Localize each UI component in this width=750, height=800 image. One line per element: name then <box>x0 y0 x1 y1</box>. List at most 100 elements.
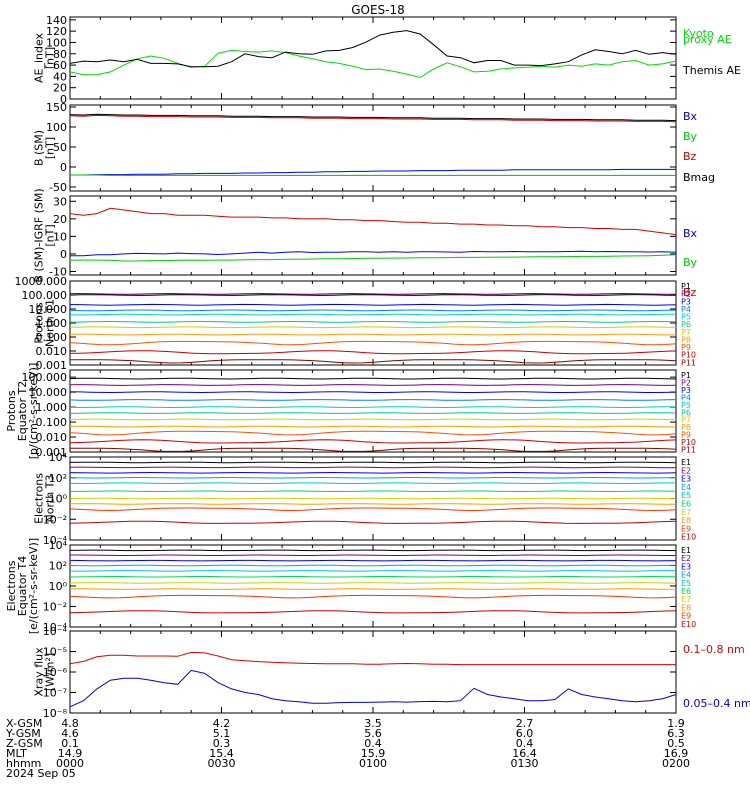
legend-label: E1 <box>681 458 691 467</box>
legend-label: E10 <box>681 620 696 629</box>
channel-line <box>69 507 677 512</box>
legend-label: E2 <box>681 466 691 475</box>
y-tick-label: 120 <box>46 25 67 38</box>
channel-line <box>69 292 677 295</box>
legend-label: Bz <box>683 286 697 299</box>
y-axis-label: [nT] <box>44 224 57 246</box>
y-tick-label: 140 <box>46 14 67 27</box>
table-value: 0.3 <box>213 737 231 750</box>
channel-line <box>70 554 676 556</box>
y-tick-label: -10 <box>49 265 67 278</box>
y-tick-label: 10⁻⁷ <box>43 687 67 700</box>
y-tick-label: 80 <box>53 48 67 61</box>
legend-label: P10 <box>681 351 696 360</box>
table-value: 15.9 <box>361 747 386 760</box>
table-value: 2.7 <box>516 717 534 730</box>
legend-label: E8 <box>681 516 691 525</box>
panel-frame <box>69 544 677 628</box>
channel-line <box>69 594 677 599</box>
y-axis-label: [p/(cm²-s-sr-keV)] <box>27 363 40 460</box>
panel-frame <box>69 369 677 453</box>
legend-label: 0.05–0.4 nm <box>683 697 750 710</box>
y-tick-label: 0 <box>60 161 67 174</box>
y-axis-label: B (SM)-IGRF (SM) <box>33 188 46 282</box>
channel-line <box>69 391 677 394</box>
channel-line <box>69 350 677 355</box>
y-tick-label: 0.001 <box>36 446 68 459</box>
legend-label: E3 <box>681 562 691 571</box>
table-value: 5.1 <box>213 727 231 740</box>
legend-label: P9 <box>681 431 691 440</box>
y-tick-label: 150 <box>46 101 67 114</box>
y-axis-label: North T1 <box>44 299 57 347</box>
y-tick-label: 0.010 <box>36 345 68 358</box>
legend-label: E9 <box>681 524 691 533</box>
legend-label: proxy AE <box>683 33 732 46</box>
table-value: 0100 <box>359 757 387 770</box>
table-value: 0.5 <box>667 737 685 750</box>
channel-line <box>70 447 677 452</box>
channel-line <box>69 294 677 296</box>
chart-title: GOES-18 <box>351 3 405 17</box>
channel-line <box>69 466 677 469</box>
series-line <box>70 250 677 257</box>
channel-line <box>69 482 676 485</box>
channel-line <box>69 549 677 552</box>
channel-line <box>69 377 677 380</box>
legend-label: E7 <box>681 508 691 517</box>
channel-line <box>69 320 677 323</box>
channel-line <box>69 564 677 567</box>
table-value: 0.4 <box>364 737 382 750</box>
y-tick-label: 60 <box>53 59 67 72</box>
y-tick-label: 0.100 <box>36 416 68 429</box>
channel-line <box>69 399 677 401</box>
y-tick-label: 100.000 <box>22 371 68 384</box>
panel-pe: 100.000 10.000 1.000 0.100 0.010 0.001 Protons… <box>5 363 696 460</box>
legend-label: E5 <box>681 579 691 588</box>
row-label: Y-GSM <box>5 727 41 740</box>
table-value: 0130 <box>511 757 539 770</box>
channel-line <box>69 418 677 421</box>
channel-line <box>69 326 677 329</box>
channel-line <box>69 588 676 590</box>
y-tick-label: 10⁻² <box>43 601 67 614</box>
legend-label: P8 <box>681 423 691 432</box>
series-line <box>69 651 676 666</box>
y-tick-label: -50 <box>49 181 67 194</box>
channel-line <box>69 340 677 346</box>
legend-label: By <box>683 256 698 269</box>
y-tick-label: 20 <box>53 213 67 226</box>
legend-label: Themis AE <box>682 64 741 77</box>
legend-label: P2 <box>681 290 691 299</box>
y-axis-label: [nT] <box>44 47 57 69</box>
legend-label: P11 <box>681 358 696 367</box>
y-tick-label: 1000.000 <box>15 275 68 288</box>
y-axis-label: Equator T4 <box>16 556 29 616</box>
channel-line <box>69 503 676 505</box>
legend-label: E10 <box>681 533 696 542</box>
channel-line <box>69 384 677 386</box>
y-tick-label: 10 <box>53 230 67 243</box>
legend-label: P2 <box>681 378 691 387</box>
channel-line <box>69 303 677 306</box>
y-tick-label: 40 <box>53 70 67 83</box>
channel-line <box>69 477 677 479</box>
y-tick-label: 10⁻² <box>43 513 67 526</box>
y-axis-label: Protons <box>33 302 46 343</box>
legend-label: Bz <box>683 150 697 163</box>
y-tick-label: 100.000 <box>22 289 68 302</box>
table-value: 0.4 <box>516 737 534 750</box>
legend-label: P5 <box>681 313 691 322</box>
channel-line <box>69 520 677 524</box>
row-label: X-GSM <box>6 717 42 730</box>
legend-label: Bx <box>683 110 698 123</box>
y-axis-label: North T3 <box>44 475 57 523</box>
y-axis-label: [nT] <box>44 137 57 159</box>
y-tick-label: 10⁰ <box>49 580 68 593</box>
legend-label: P9 <box>681 343 691 352</box>
table-value: 4.8 <box>61 717 79 730</box>
table-value: 6.3 <box>667 727 685 740</box>
